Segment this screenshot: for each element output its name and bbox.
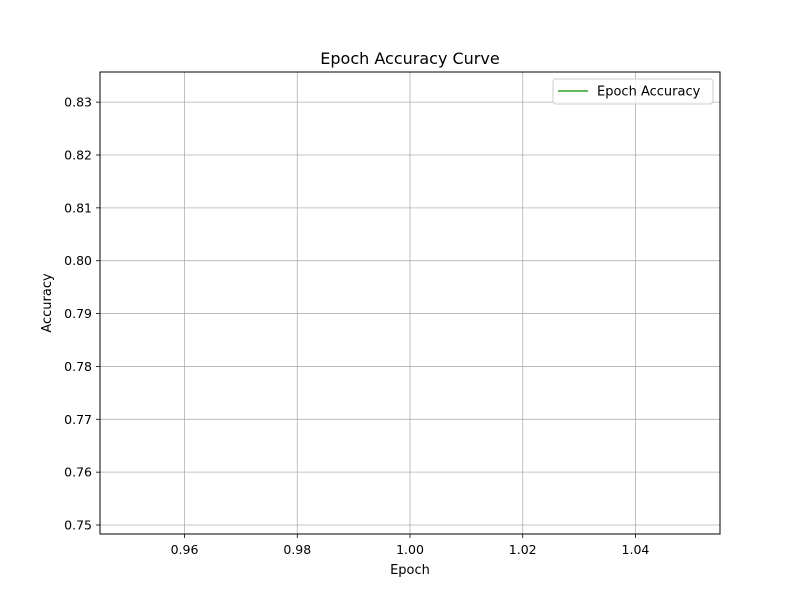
y-tick-label: 0.81 xyxy=(64,200,92,215)
y-tick-label: 0.77 xyxy=(64,412,92,427)
y-tick-label: 0.83 xyxy=(64,95,92,110)
x-axis: 0.96 0.98 1.00 1.02 1.04 xyxy=(171,534,650,557)
y-tick-label: 0.82 xyxy=(64,147,92,162)
y-tick-label: 0.76 xyxy=(64,465,92,480)
y-axis-label: Accuracy xyxy=(40,273,55,333)
x-tick-label: 1.00 xyxy=(396,542,424,557)
x-axis-label: Epoch xyxy=(390,563,430,578)
legend: Epoch Accuracy xyxy=(552,78,714,105)
x-tick-label: 0.96 xyxy=(171,542,199,557)
y-tick-label: 0.78 xyxy=(64,359,92,374)
y-tick-label: 0.75 xyxy=(64,518,92,533)
chart-title: Epoch Accuracy Curve xyxy=(320,49,499,68)
x-tick-label: 0.98 xyxy=(283,542,311,557)
x-tick-label: 1.02 xyxy=(509,542,537,557)
y-tick-label: 0.79 xyxy=(64,306,92,321)
grid-lines xyxy=(100,72,720,534)
plot-area xyxy=(99,71,721,535)
y-tick-label: 0.80 xyxy=(64,253,92,268)
x-tick-label: 1.04 xyxy=(622,542,650,557)
y-axis: 0.75 0.76 0.77 0.78 0.79 0.80 0.81 0.82 0.83 xyxy=(64,95,100,533)
legend-box xyxy=(552,78,714,105)
legend-label: Epoch Accuracy xyxy=(597,85,701,100)
